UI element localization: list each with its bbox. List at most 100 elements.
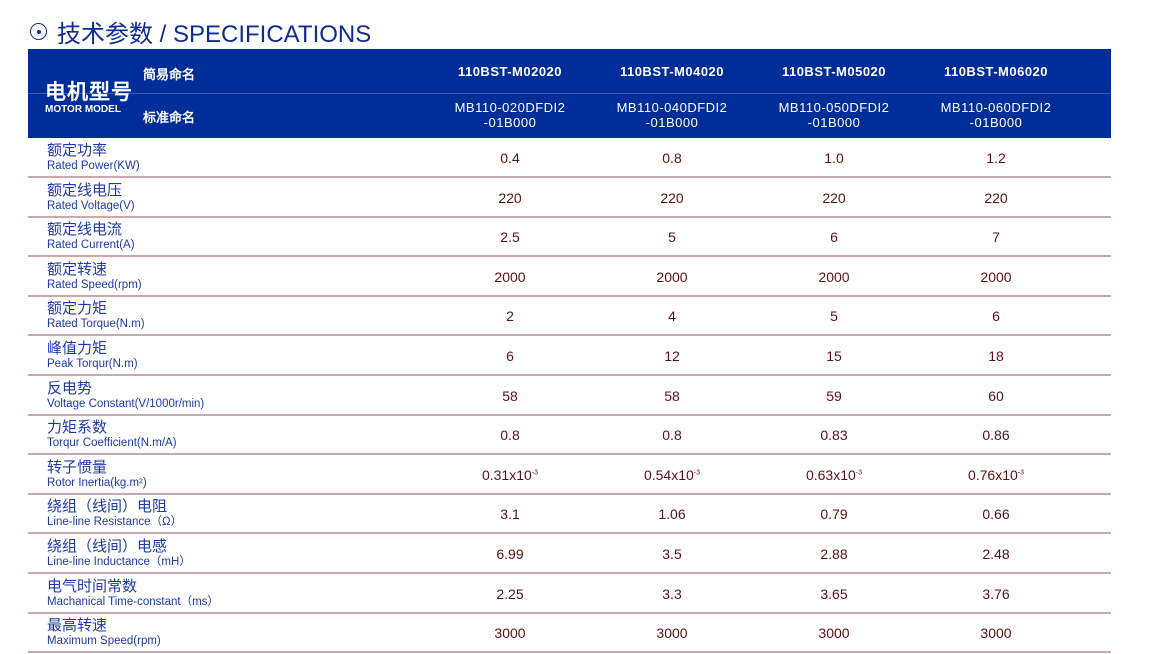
cell-value: 3000 — [494, 625, 526, 642]
standard-name-label: 标准命名 — [143, 110, 196, 125]
cell-value: 1.0 — [824, 150, 844, 166]
table-cell: 6 — [753, 229, 915, 245]
table-cell: 3000 — [753, 625, 915, 641]
table-cell: 3000 — [915, 625, 1077, 641]
row-label: 额定转速 Rated Speed(rpm) — [47, 261, 142, 292]
table-cell: 5 — [591, 229, 753, 245]
table-cell: 7 — [915, 229, 1077, 245]
cell-value: 58 — [502, 387, 518, 404]
cell-value: 1.06 — [658, 506, 686, 523]
model-short-name: 110BST-M04020 — [619, 64, 725, 79]
table-cell: 5 — [753, 308, 915, 324]
model-standard-name: MB110-040DFDI2 -01B000 — [591, 100, 753, 130]
row-label-en: Rated Voltage(V) — [47, 199, 135, 212]
row-label-cn: 反电势 — [47, 379, 93, 397]
cell-value: 1.2 — [986, 150, 1006, 166]
table-cell: 0.8 — [429, 427, 591, 443]
row-label-en: Rated Torque(N.m) — [47, 318, 145, 331]
table-cell: 0.8 — [591, 150, 753, 166]
table-cell: 12 — [591, 348, 753, 364]
table-cell: 6.99 — [429, 546, 591, 562]
table-cell: 2 — [429, 308, 591, 324]
cell-value: 220 — [660, 189, 684, 206]
row-label-en: Rated Current(A) — [47, 239, 135, 252]
row-label-cn: 绕组（线间）电阻 — [47, 498, 168, 516]
cell-value: 3.65 — [820, 585, 848, 602]
table-row: 最高转速 Maximum Speed(rpm) 3000 3000 3000 3000 — [28, 613, 1111, 654]
table-cell: 0.4 — [429, 150, 591, 166]
table-cell: 0.63x10-3 — [753, 467, 915, 483]
cell-value: 3.1 — [500, 506, 520, 523]
cell-value: 6 — [830, 229, 838, 246]
cell-value: 3.3 — [662, 585, 682, 602]
model-standard-line2: -01B000 — [969, 115, 1023, 130]
row-label-cn: 电气时间常数 — [47, 577, 138, 595]
cell-value: 5 — [668, 229, 676, 246]
table-row: 电气时间常数 Machanical Time-constant（ms） 2.25 3.… — [28, 574, 1111, 614]
row-label-en: Rated Speed(rpm) — [47, 278, 142, 291]
cell-value: 0.4 — [500, 150, 520, 166]
table-cell: 1.2 — [915, 150, 1077, 166]
cell-value: 3000 — [980, 625, 1012, 642]
cell-value: 0.79 — [820, 506, 848, 523]
cell-value: 60 — [988, 387, 1004, 404]
cell-value: 2000 — [656, 268, 688, 285]
section-title: 技术参数 / SPECIFICATIONS — [30, 14, 371, 49]
table-cell: 3.76 — [915, 586, 1077, 602]
cell-value: 220 — [822, 189, 846, 206]
table-row: 额定线电流 Rated Current(A) 2.5 5 6 7 — [28, 217, 1111, 258]
table-cell: 0.66 — [915, 506, 1077, 522]
table-cell: 220 — [753, 190, 915, 206]
table-cell: 0.31x10-3 — [429, 467, 591, 483]
table-header: 电机型号 MOTOR MODEL 简易命名 标准命名 110BST-M02020… — [28, 49, 1111, 138]
cell-value: 2000 — [494, 268, 526, 285]
row-label-cn: 转子惯量 — [47, 458, 108, 476]
model-standard-line2: -01B000 — [807, 115, 861, 130]
table-cell: 3.3 — [591, 586, 753, 602]
table-cell: 58 — [429, 388, 591, 404]
motor-model-en: MOTOR MODEL — [45, 104, 121, 115]
cell-value: 7 — [992, 229, 1000, 246]
row-label-en: Maximum Speed(rpm) — [47, 635, 161, 648]
cell-value: 2000 — [818, 268, 850, 285]
table-row: 额定转速 Rated Speed(rpm) 2000 2000 2000 2000 — [28, 257, 1111, 297]
cell-value: 0.8 — [662, 427, 682, 444]
model-standard-name: MB110-050DFDI2 -01B000 — [753, 100, 915, 130]
cell-value: 18 — [988, 348, 1004, 364]
table-cell: 60 — [915, 388, 1077, 404]
header-divider — [28, 93, 1111, 94]
row-label: 绕组（线间）电阻 Line-line Resistance（Ω） — [47, 498, 182, 529]
row-label: 转子惯量 Rotor Inertia(kg.m²) — [47, 459, 147, 490]
table-cell: 2000 — [591, 269, 753, 285]
cell-value: 2.48 — [982, 546, 1010, 562]
table-cell: 59 — [753, 388, 915, 404]
table-row: 绕组（线间）电感 Line-line Inductance（mH） 6.99 3.5 2… — [28, 534, 1111, 574]
row-label: 额定力矩 Rated Torque(N.m) — [47, 300, 145, 331]
model-standard-line2: -01B000 — [483, 115, 537, 130]
cell-exponent: -3 — [1017, 469, 1025, 477]
cell-value: 2.88 — [820, 546, 848, 562]
model-standard-line2: -01B000 — [645, 115, 699, 130]
table-cell: 2.88 — [753, 546, 915, 562]
table-cell: 1.0 — [753, 150, 915, 166]
row-label-cn: 额定功率 — [47, 142, 108, 159]
cell-value: 0.66 — [982, 506, 1010, 523]
row-label-cn: 额定线电压 — [47, 181, 123, 199]
table-row: 反电势 Voltage Constant(V/1000r/min) 58 58 59 60 — [28, 376, 1111, 416]
table-cell: 0.54x10-3 — [591, 467, 753, 483]
table-row: 绕组（线间）电阻 Line-line Resistance（Ω） 3.1 1.06 0.… — [28, 494, 1111, 535]
table-cell: 0.8 — [591, 427, 753, 443]
cell-value: 2.5 — [500, 229, 520, 246]
row-label-cn: 绕组（线间）电感 — [47, 538, 168, 555]
table-row: 额定功率 Rated Power(KW) 0.4 0.8 1.0 1.2 — [28, 138, 1111, 178]
cell-value: 220 — [984, 189, 1008, 206]
table-row: 力矩系数 Torqur Coefficient(N.m/A) 0.8 0.8 0.83 0… — [28, 415, 1111, 456]
cell-value: 0.54x10 — [643, 466, 694, 483]
row-label: 电气时间常数 Machanical Time-constant（ms） — [47, 578, 219, 609]
table-cell: 1.06 — [591, 506, 753, 522]
row-label-cn: 额定线电流 — [47, 221, 123, 239]
short-name-label: 简易命名 — [143, 67, 196, 82]
row-label-cn: 额定力矩 — [47, 300, 108, 318]
row-label: 额定功率 Rated Power(KW) — [47, 142, 140, 173]
model-standard-line1: MB110-040DFDI2 — [616, 100, 728, 115]
